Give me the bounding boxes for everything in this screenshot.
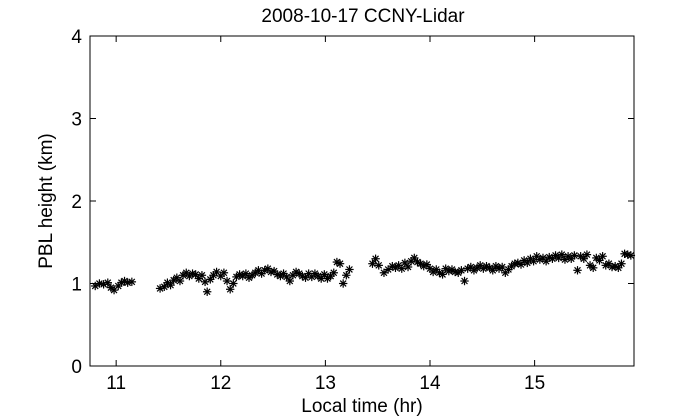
y-tick-label: 3 (71, 110, 82, 131)
data-point (598, 252, 607, 261)
data-point (166, 280, 175, 290)
data-point (225, 285, 235, 294)
data-point (345, 265, 354, 274)
y-tick-label: 0 (71, 357, 82, 378)
data-point (374, 261, 383, 270)
data-point (235, 270, 244, 279)
data-point (422, 260, 432, 269)
data-point (127, 277, 137, 287)
data-point (368, 259, 377, 268)
data-point (282, 272, 291, 282)
x-tick-label: 11 (106, 373, 126, 394)
data-point (229, 279, 238, 288)
data-point (175, 276, 185, 286)
data-point (197, 271, 207, 280)
y-tick-label: 4 (71, 27, 82, 48)
data-point (488, 266, 497, 275)
y-tick-label: 1 (71, 275, 82, 296)
data-point (219, 268, 229, 277)
data-point (463, 264, 472, 273)
data-point (206, 275, 215, 284)
x-tick-label: 14 (419, 373, 441, 394)
data-point (607, 262, 617, 272)
data-point (497, 262, 507, 272)
x-tick-label: 13 (315, 373, 336, 394)
data-point (222, 276, 232, 286)
data-point (516, 260, 526, 269)
data-point (570, 251, 579, 260)
data-point (438, 270, 447, 279)
y-tick-label: 2 (71, 192, 82, 213)
data-point (403, 262, 413, 272)
data-point (160, 282, 169, 291)
data-point (557, 250, 567, 259)
data-point (617, 259, 626, 268)
data-point (595, 256, 604, 265)
data-point (529, 257, 538, 266)
chart-title: 2008-10-17 CCNY-Lidar (261, 6, 465, 27)
data-point (335, 259, 345, 268)
data-point (342, 271, 351, 280)
data-point (202, 287, 212, 296)
data-point (460, 276, 469, 286)
data-point (301, 273, 310, 282)
data-point (626, 251, 636, 260)
data-point (285, 276, 295, 286)
data-markers (91, 249, 636, 296)
plot-frame (89, 35, 635, 367)
data-point (397, 264, 406, 273)
data-point (103, 278, 112, 287)
x-tick-label: 12 (210, 373, 231, 394)
x-axis-label: Local time (hr) (301, 396, 422, 417)
data-point (338, 279, 348, 288)
data-point (582, 250, 592, 259)
data-point (457, 266, 466, 275)
data-point (601, 261, 610, 270)
y-axis-label: PBL height (km) (36, 133, 57, 269)
data-point (523, 258, 532, 268)
x-tick-label: 15 (524, 373, 545, 394)
data-point (329, 268, 338, 277)
data-point (589, 263, 598, 273)
data-point (371, 254, 380, 263)
data-point (241, 269, 251, 278)
data-point (573, 266, 582, 275)
